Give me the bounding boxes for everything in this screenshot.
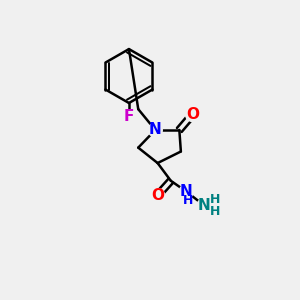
Circle shape [148,123,162,137]
Circle shape [151,188,165,202]
Circle shape [185,108,200,122]
Text: N: N [198,198,211,213]
Circle shape [179,184,193,199]
Circle shape [122,110,136,124]
Text: N: N [180,184,193,199]
Text: H: H [210,205,220,218]
Text: H: H [210,193,220,206]
Text: N: N [149,122,162,137]
Text: H: H [183,194,193,207]
Text: O: O [151,188,164,203]
Text: O: O [186,107,199,122]
Circle shape [197,199,211,212]
Text: F: F [124,109,134,124]
